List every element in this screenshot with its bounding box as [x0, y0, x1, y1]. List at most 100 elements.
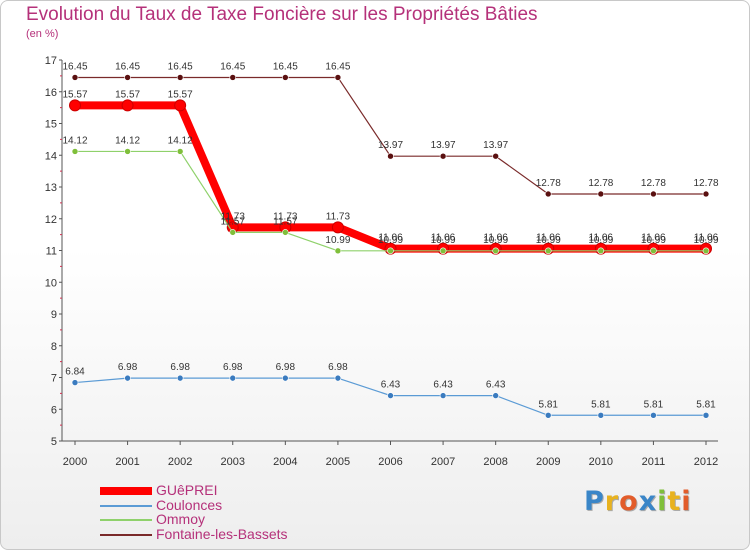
legend-label: GUêPREI [156, 482, 218, 498]
data-label: 16.45 [115, 61, 140, 72]
data-label: 10.99 [378, 235, 403, 246]
data-label: 10.99 [483, 235, 508, 246]
data-label: 10.99 [325, 235, 350, 246]
logo-letter: o [619, 486, 639, 517]
data-point [387, 247, 394, 255]
data-label: 11.06 [694, 233, 719, 244]
data-point [650, 247, 657, 255]
data-point [439, 392, 447, 399]
data-point [69, 99, 81, 112]
x-tick-label: 2006 [378, 456, 402, 468]
legend-swatch [100, 519, 152, 521]
data-point [544, 411, 552, 419]
data-label: 15.57 [62, 89, 87, 100]
data-point [121, 99, 134, 112]
data-label: 6.84 [65, 367, 85, 378]
data-label: 13.97 [378, 140, 403, 151]
data-label: 16.45 [325, 61, 350, 72]
data-point [702, 247, 710, 255]
y-tick-label: 13 [45, 182, 57, 194]
data-label: 5.81 [644, 399, 664, 410]
data-label: 6.98 [223, 362, 243, 373]
x-tick-label: 2000 [63, 456, 87, 468]
data-point [71, 379, 79, 386]
data-label: 10.99 [536, 235, 561, 246]
data-label: 12.78 [641, 178, 666, 189]
data-label: 16.45 [273, 61, 298, 72]
chart-title: Evolution du Taux de Taxe Foncière sur l… [26, 4, 538, 25]
data-label: 10.99 [588, 235, 613, 246]
legend-label: Coulonces [156, 496, 223, 513]
series-line [71, 101, 710, 253]
data-label: 13.97 [431, 140, 456, 151]
data-label: 11.06 [641, 233, 666, 244]
legend-swatch [100, 533, 152, 536]
logo-letter: r [604, 486, 620, 517]
legend-label: Ommoy [156, 511, 205, 527]
x-tick-label: 2012 [694, 456, 718, 468]
logo-letter: i [657, 486, 668, 517]
data-point [492, 152, 499, 160]
logo-letter: i [681, 486, 692, 517]
y-tick-label: 8 [51, 341, 57, 353]
data-label: 6.43 [486, 380, 506, 391]
data-label: 12.78 [588, 178, 613, 189]
data-point [387, 152, 394, 160]
data-point [124, 374, 131, 382]
data-point [439, 247, 447, 255]
data-point [334, 74, 342, 81]
data-point [174, 99, 187, 112]
data-label: 12.78 [536, 178, 561, 189]
x-tick-label: 2008 [483, 456, 507, 468]
y-tick-label: 14 [45, 150, 57, 162]
data-point [492, 247, 499, 255]
y-tick-label: 15 [45, 119, 57, 131]
data-point [334, 247, 342, 255]
x-tick-label: 2005 [326, 456, 350, 468]
data-point [597, 411, 605, 419]
data-label: 14.12 [168, 135, 193, 146]
data-labels-layer: 16.45 16.45 16.45 16.45 16.45 16.45 13.97 13.97… [62, 61, 718, 410]
y-tick-label: 10 [45, 277, 57, 289]
data-point [702, 190, 710, 198]
data-label: 5.81 [696, 399, 716, 410]
data-point [176, 74, 184, 81]
data-point [229, 374, 237, 382]
y-tick-label: 6 [51, 404, 57, 416]
data-label: 15.57 [115, 89, 140, 100]
data-label: 11.06 [431, 233, 456, 244]
data-point [71, 148, 79, 155]
x-tick-label: 2003 [221, 456, 245, 468]
legend-swatch [100, 487, 152, 495]
data-point [124, 74, 131, 81]
legend-label: Fontaine-les-Bassets [156, 525, 288, 542]
data-label: 15.57 [168, 89, 193, 100]
data-point [331, 221, 344, 234]
data-point [439, 152, 447, 160]
data-label: 11.06 [589, 233, 614, 244]
proxiti-logo: Proxiti [584, 486, 692, 517]
data-point [334, 374, 342, 382]
data-point [229, 74, 237, 81]
y-tick-label: 11 [46, 246, 57, 258]
x-tick-label: 2011 [642, 456, 666, 468]
legend-swatch [100, 504, 152, 507]
data-label: 11.57 [273, 216, 298, 227]
axes: 5 6 7 8 9 10 11 12 13 14 15 16 17 2000 2001 2002 2003 200… [45, 55, 718, 468]
data-label: 6.43 [381, 380, 401, 391]
data-point [650, 411, 657, 419]
data-label: 6.98 [170, 362, 190, 373]
data-label: 11.06 [484, 233, 509, 244]
data-label: 11.57 [221, 216, 246, 227]
data-point [71, 74, 79, 81]
data-label: 6.98 [276, 362, 296, 373]
x-tick-label: 2010 [589, 456, 613, 468]
data-label: 16.45 [62, 61, 87, 72]
chart-subtitle: (en %) [26, 28, 59, 40]
data-label: 10.99 [641, 235, 666, 246]
data-label: 16.45 [220, 61, 245, 72]
data-point [492, 392, 499, 399]
data-point [544, 247, 552, 255]
y-tick-label: 7 [51, 373, 57, 385]
